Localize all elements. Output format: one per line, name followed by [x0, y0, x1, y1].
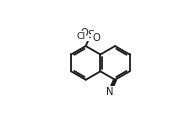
Text: O: O: [92, 33, 100, 43]
Text: Cl: Cl: [76, 32, 85, 41]
Text: S: S: [87, 30, 94, 40]
Text: O: O: [80, 28, 88, 38]
Text: N: N: [106, 87, 114, 97]
